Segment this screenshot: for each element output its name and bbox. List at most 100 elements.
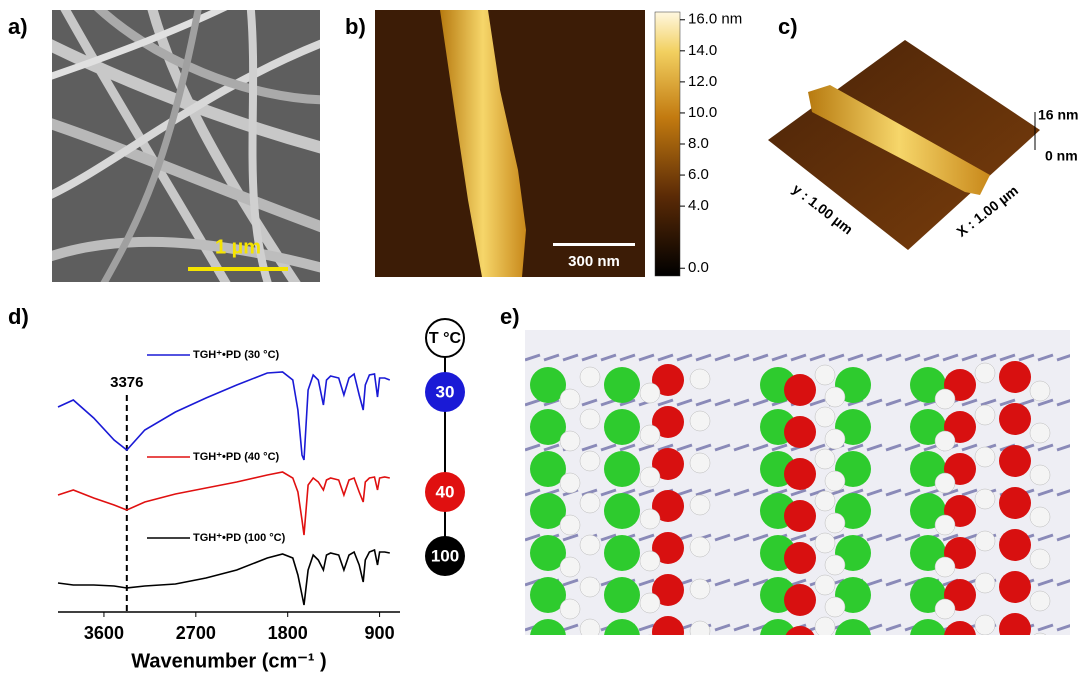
bond: [733, 443, 750, 452]
bond: [771, 353, 788, 362]
atom: [934, 472, 956, 494]
bond: [581, 353, 598, 362]
atom: [560, 641, 580, 661]
atom: [604, 367, 640, 403]
atom: [784, 500, 816, 532]
atom: [999, 445, 1031, 477]
bond: [1076, 490, 1080, 495]
bond: [1056, 444, 1070, 452]
z-label: 0 nm: [1045, 148, 1078, 164]
bond: [525, 353, 541, 362]
atom: [604, 577, 640, 613]
atom: [1029, 380, 1051, 402]
bond: [866, 488, 883, 497]
bond: [752, 443, 769, 452]
atom: [1029, 590, 1051, 612]
atom: [559, 472, 581, 494]
atom: [559, 598, 581, 620]
atom: [639, 592, 661, 614]
bond: [866, 623, 883, 632]
bond: [790, 578, 807, 587]
bond: [809, 353, 826, 362]
temp-header: [425, 318, 465, 358]
atom: [559, 556, 581, 578]
bond: [619, 353, 636, 362]
atom: [974, 530, 996, 552]
atom: [652, 532, 684, 564]
atom: [579, 618, 601, 635]
bond: [942, 488, 959, 497]
legend-label: TGH⁺•PD (100 °C): [193, 532, 286, 544]
colorbar-tick-label: 16.0 nm: [688, 11, 742, 28]
bond: [581, 398, 598, 407]
atom: [1029, 506, 1051, 528]
bond: [733, 533, 750, 542]
atom: [579, 534, 601, 556]
bond: [714, 623, 731, 632]
bond: [942, 533, 959, 542]
afm-image: 300 nm: [375, 10, 645, 277]
atom: [999, 613, 1031, 635]
bond: [866, 443, 883, 452]
bond: [562, 578, 579, 587]
x-axis-label: Wavenumber (cm⁻¹ ): [131, 650, 326, 672]
atom: [784, 458, 816, 490]
bond: [1056, 354, 1070, 362]
x-tick-label: 900: [365, 623, 395, 643]
bond: [1076, 400, 1080, 405]
bond: [961, 398, 978, 407]
bond: [752, 533, 769, 542]
bond: [885, 398, 902, 407]
bond: [525, 398, 541, 407]
bond: [525, 443, 541, 452]
atom: [935, 641, 955, 661]
atom: [824, 554, 846, 576]
atom: [824, 470, 846, 492]
temp-label: 30: [436, 382, 455, 401]
bond: [904, 398, 921, 407]
temp-marker: [425, 472, 465, 512]
legend-label: TGH⁺•PD (40 °C): [193, 451, 280, 463]
atom: [814, 364, 836, 386]
atom: [974, 572, 996, 594]
bond: [676, 398, 693, 407]
atom: [784, 416, 816, 448]
bond: [695, 443, 712, 452]
bond: [525, 488, 541, 497]
bond: [961, 488, 978, 497]
bond: [999, 398, 1016, 407]
spectrum-line: [57, 471, 390, 536]
atom: [652, 574, 684, 606]
bond: [638, 578, 655, 587]
atom: [652, 364, 684, 396]
bond: [1076, 625, 1080, 630]
bond: [733, 398, 750, 407]
bond: [771, 443, 788, 452]
bond: [866, 578, 883, 587]
atom: [760, 619, 796, 635]
bond: [904, 533, 921, 542]
bond: [695, 398, 712, 407]
atom: [824, 512, 846, 534]
panel-label: c): [778, 14, 798, 39]
atom: [604, 493, 640, 529]
bond: [885, 488, 902, 497]
bond: [562, 623, 579, 632]
atom: [814, 406, 836, 428]
x-tick-label: 3600: [84, 623, 124, 643]
atom: [689, 578, 711, 600]
bond: [543, 443, 560, 452]
atom: [579, 366, 601, 388]
atom: [825, 639, 845, 659]
panel-label: e): [500, 304, 520, 329]
atom: [530, 535, 566, 571]
bond: [1037, 398, 1054, 407]
bond: [600, 533, 617, 542]
atom: [530, 619, 566, 635]
atom: [689, 620, 711, 635]
bond: [885, 443, 902, 452]
bond: [714, 578, 731, 587]
bond: [638, 623, 655, 632]
bond: [657, 398, 674, 407]
atom: [934, 430, 956, 452]
